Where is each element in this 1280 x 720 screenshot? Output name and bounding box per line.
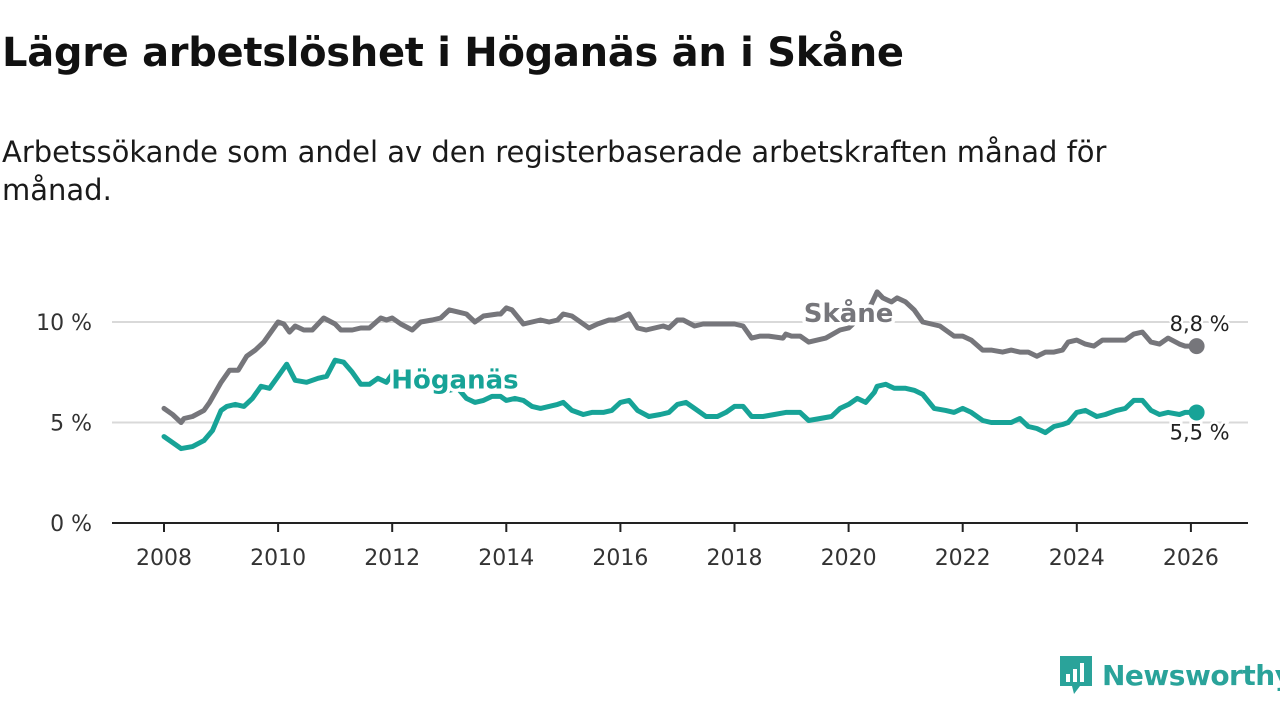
x-tick-label: 2010 (250, 546, 306, 571)
series-label-skane: Skåne (804, 297, 894, 329)
series-end-value-label: 5,5 % (1170, 420, 1230, 444)
series-endpoint-marker (1188, 404, 1205, 421)
series-end-value-label: 8,8 % (1170, 312, 1230, 336)
x-tick-label: 2008 (136, 546, 192, 571)
y-tick-label: 5 % (50, 412, 92, 437)
series-label-hoganas: Höganäs (391, 365, 518, 395)
x-tick-label: 2018 (707, 546, 763, 571)
x-tick-label: 2024 (1049, 546, 1105, 571)
newsworthy-logo-icon (1060, 656, 1092, 694)
x-axis-ticks: 2008 2010 2012 2014 2016 2018 2020 2022 2024 2026 (136, 523, 1219, 571)
series-line-skane (161, 289, 1200, 425)
y-tick-label: 10 % (36, 311, 92, 336)
x-tick-label: 2016 (592, 546, 648, 571)
y-axis-ticks: 0 % 5 % 10 % (36, 311, 92, 537)
chart-subtitle: Arbetssökande som andel av den registerb… (2, 135, 1107, 207)
series-endpoint-marker (1188, 338, 1205, 355)
series-endpoints: 8,8 % 5,5 % (1167, 310, 1232, 447)
series-line-hoganas (161, 357, 1200, 452)
x-tick-label: 2020 (821, 546, 877, 571)
chart-title: Lägre arbetslöshet i Höganäs än i Skåne (2, 30, 904, 76)
x-tick-label: 2012 (364, 546, 420, 571)
series-lines (161, 289, 1200, 452)
brand-name: Newsworthy (1102, 658, 1280, 692)
x-tick-label: 2022 (935, 546, 991, 571)
brand-logo[interactable]: Newsworthy (1058, 654, 1280, 696)
x-tick-label: 2014 (478, 546, 534, 571)
x-tick-label: 2026 (1163, 546, 1219, 571)
series-annotations: Skåne Höganäs (388, 294, 897, 399)
y-tick-label: 0 % (50, 512, 92, 537)
